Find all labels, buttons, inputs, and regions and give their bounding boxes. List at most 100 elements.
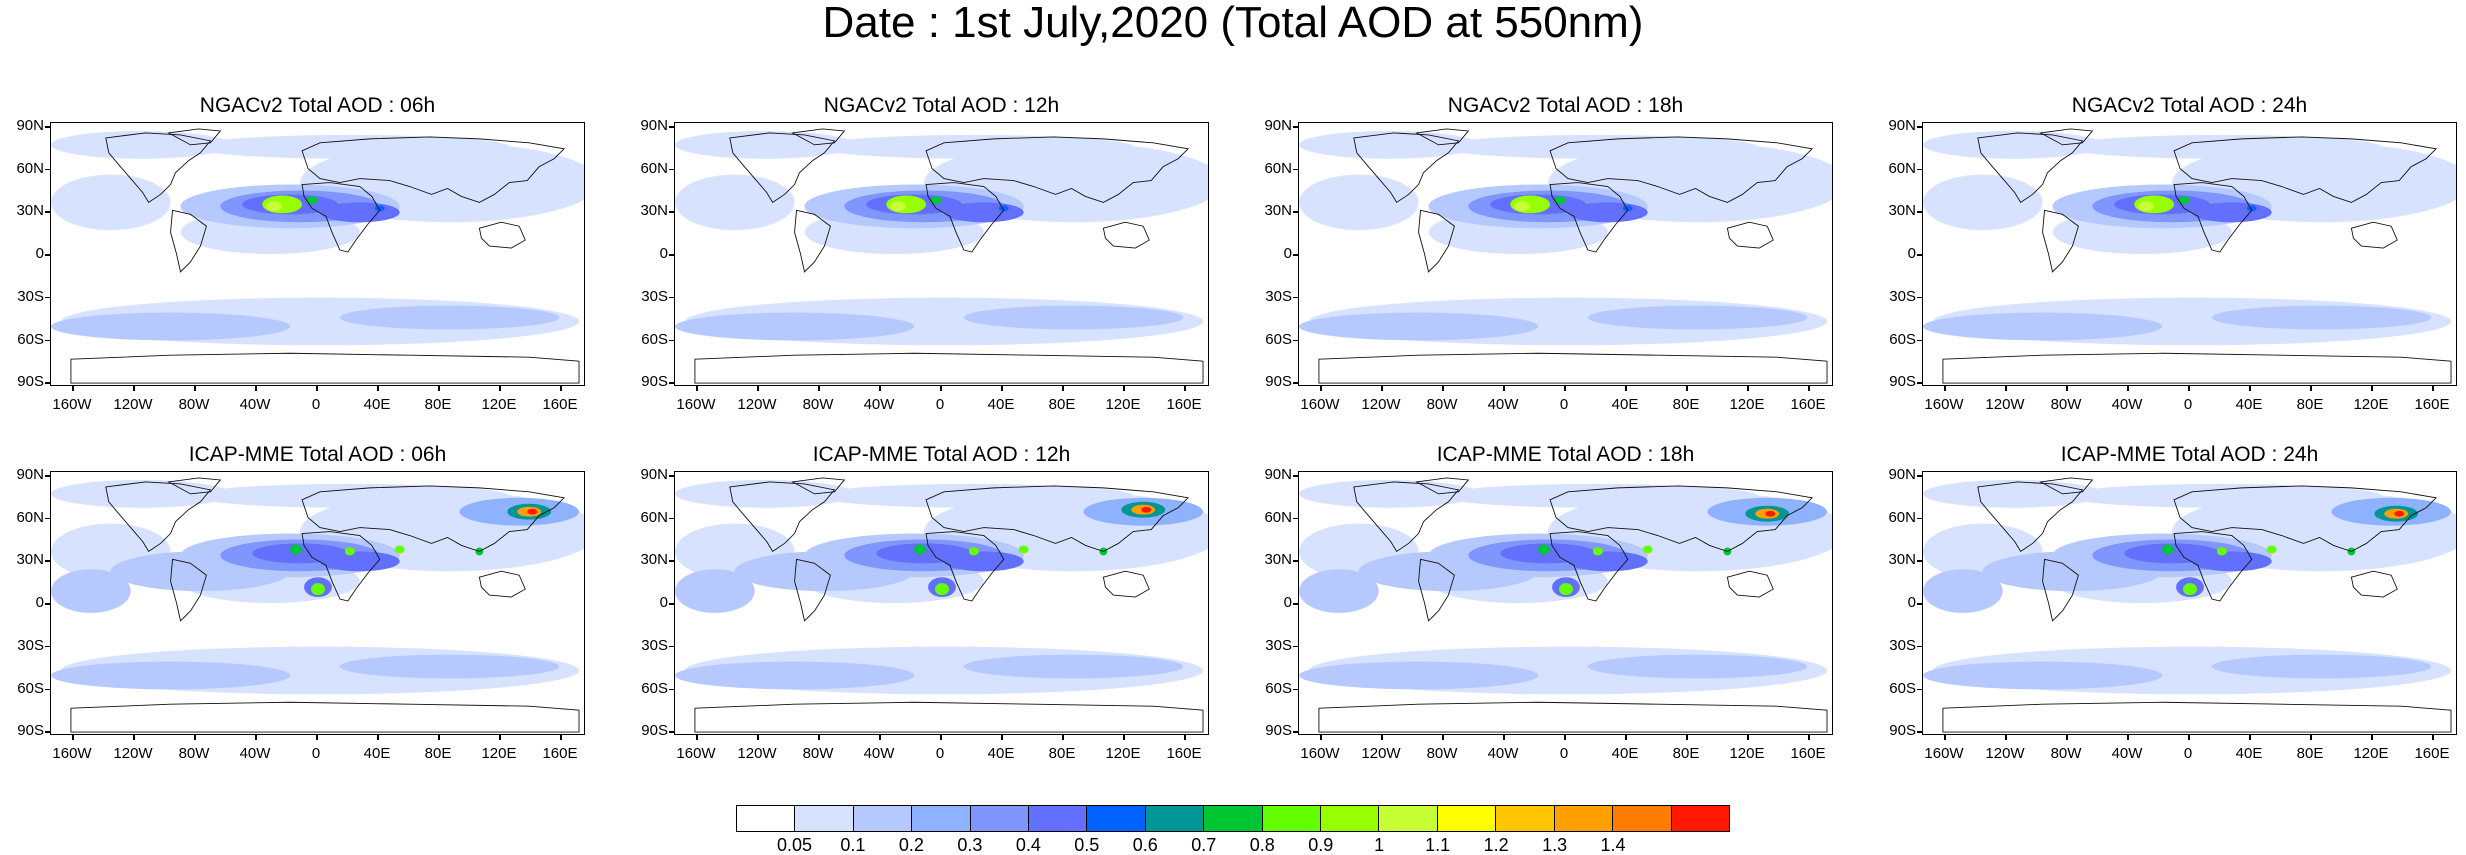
aod-hotspot-sahara [2162, 544, 2175, 555]
lat-tick [1917, 688, 1922, 690]
aod-hotspot-south-africa [935, 583, 949, 596]
lon-tick [2188, 386, 2190, 391]
coastline-0 [1977, 132, 2084, 204]
lat-tick [45, 517, 50, 520]
lon-tick-label: 120W [1985, 745, 2025, 762]
lon-tick-label: 40E [1611, 396, 1639, 413]
aod-hotspot-india [1642, 545, 1653, 554]
aod-field-southern-band [1299, 312, 1539, 341]
aod-field-arctic [675, 479, 855, 508]
lon-tick [377, 386, 379, 391]
lat-tick-label: 60N [640, 159, 668, 177]
lon-tick-label: 40W [2111, 745, 2143, 762]
lon-tick [560, 386, 562, 391]
lat-tick [45, 339, 50, 341]
lon-tick [255, 386, 257, 391]
coastline-2 [794, 558, 831, 622]
lat-tick [45, 688, 50, 690]
aod-field-southern-band-east [1587, 654, 1808, 679]
coastline-0 [1977, 481, 2084, 553]
lon-tick-label: 0 [935, 745, 945, 762]
lat-tick-label: 30S [1265, 287, 1292, 305]
aod-field-arctic [1923, 130, 2103, 159]
coastline-5 [478, 221, 526, 249]
colorbar-label: 1.1 [1425, 835, 1451, 855]
coastline-1 [2039, 477, 2094, 495]
lon-tick [1625, 386, 1627, 391]
lon-tick [1184, 735, 1186, 740]
aod-field-arctic [51, 479, 231, 508]
lat-tick-label: 30S [641, 636, 668, 654]
coastline-0 [1353, 132, 1460, 204]
aod-hotspot-india [1018, 545, 1029, 554]
aod-hotspot-sahara [290, 544, 303, 555]
lon-tick-label: 160W [1300, 745, 1340, 762]
aod-hotspot-sahara-core [2138, 201, 2155, 212]
lon-tick-label: 40E [987, 396, 1015, 413]
lat-tick [1293, 126, 1298, 128]
aod-map [1923, 472, 2456, 734]
coastline-2 [1418, 209, 1455, 273]
lon-tick-label: 120W [113, 745, 153, 762]
lat-tick [45, 645, 50, 648]
lat-tick [1917, 126, 1922, 128]
lat-tick-label: 0 [35, 245, 44, 263]
aod-hotspot-india [2266, 545, 2277, 554]
lat-tick-label: 60N [1888, 159, 1916, 177]
coastline-0 [105, 481, 212, 553]
map-panel: NGACv2 Total AOD : 12h 90N 60N 30N 0 30S 60S 90… [638, 94, 1244, 414]
colorbar-swatch [1496, 806, 1555, 831]
lat-tick-label: 90S [641, 373, 668, 391]
lon-tick-label: 80E [424, 745, 452, 762]
aod-field-southern-band [1923, 661, 2163, 690]
lon-tick [1747, 386, 1749, 391]
lon-tick-label: 120W [737, 396, 777, 413]
panel-title: NGACv2 Total AOD : 24h [2071, 94, 2308, 117]
lon-tick [1686, 386, 1688, 391]
aod-plume-arabia [2191, 202, 2272, 223]
coastline-4 [301, 182, 381, 253]
map-panel: ICAP-MME Total AOD : 18h 90N 60N 30N 0 30S 60S… [1262, 443, 1868, 763]
lon-tick [255, 735, 257, 740]
lat-tick [1293, 475, 1298, 477]
lat-tick-label: 90S [1889, 722, 1916, 740]
lat-tick [669, 339, 674, 341]
lat-tick [669, 382, 674, 384]
map-frame [50, 122, 585, 386]
aod-hotspot-siberia-core [2394, 510, 2405, 517]
lon-tick-label: 120E [1105, 745, 1141, 762]
lon-tick-label: 80W [2050, 396, 2082, 413]
lon-tick-label: 160W [52, 745, 92, 762]
lon-tick-label: 120W [737, 745, 777, 762]
lon-tick [1184, 386, 1186, 391]
lat-tick [1917, 382, 1922, 384]
aod-map [675, 123, 1208, 385]
coastline-6 [70, 352, 580, 384]
coastline-5 [1726, 570, 1774, 598]
colorbar-label: 0.4 [1015, 835, 1041, 855]
coastline-2 [2042, 209, 2079, 273]
lat-tick-label: 60S [1265, 679, 1292, 697]
lon-tick [1503, 735, 1505, 740]
lon-tick-label: 160E [1166, 396, 1202, 413]
aod-hotspot-siberia-core [1765, 510, 1776, 517]
lon-tick-label: 80E [2296, 396, 2324, 413]
lat-tick-label: 60S [1889, 330, 1916, 348]
lat-tick [1917, 475, 1922, 477]
lon-tick [1381, 386, 1383, 391]
colorbar-swatch [1613, 806, 1672, 831]
lat-tick [1293, 517, 1298, 520]
lon-tick [2188, 735, 2190, 740]
colorbar-label: 0.7 [1191, 835, 1217, 855]
lat-tick [669, 296, 674, 299]
lon-tick-label: 40E [2235, 745, 2263, 762]
lat-tick-label: 90N [16, 466, 44, 483]
lat-tick-label: 0 [1283, 245, 1292, 263]
aod-hotspot-siberia-core [527, 508, 538, 515]
aod-hotspot-south-africa [2183, 583, 2197, 596]
lon-tick-label: 80W [178, 396, 210, 413]
lat-tick [669, 475, 674, 477]
lon-tick-label: 40W [239, 396, 271, 413]
lon-tick [2432, 386, 2434, 391]
colorbar-swatch [737, 806, 796, 831]
